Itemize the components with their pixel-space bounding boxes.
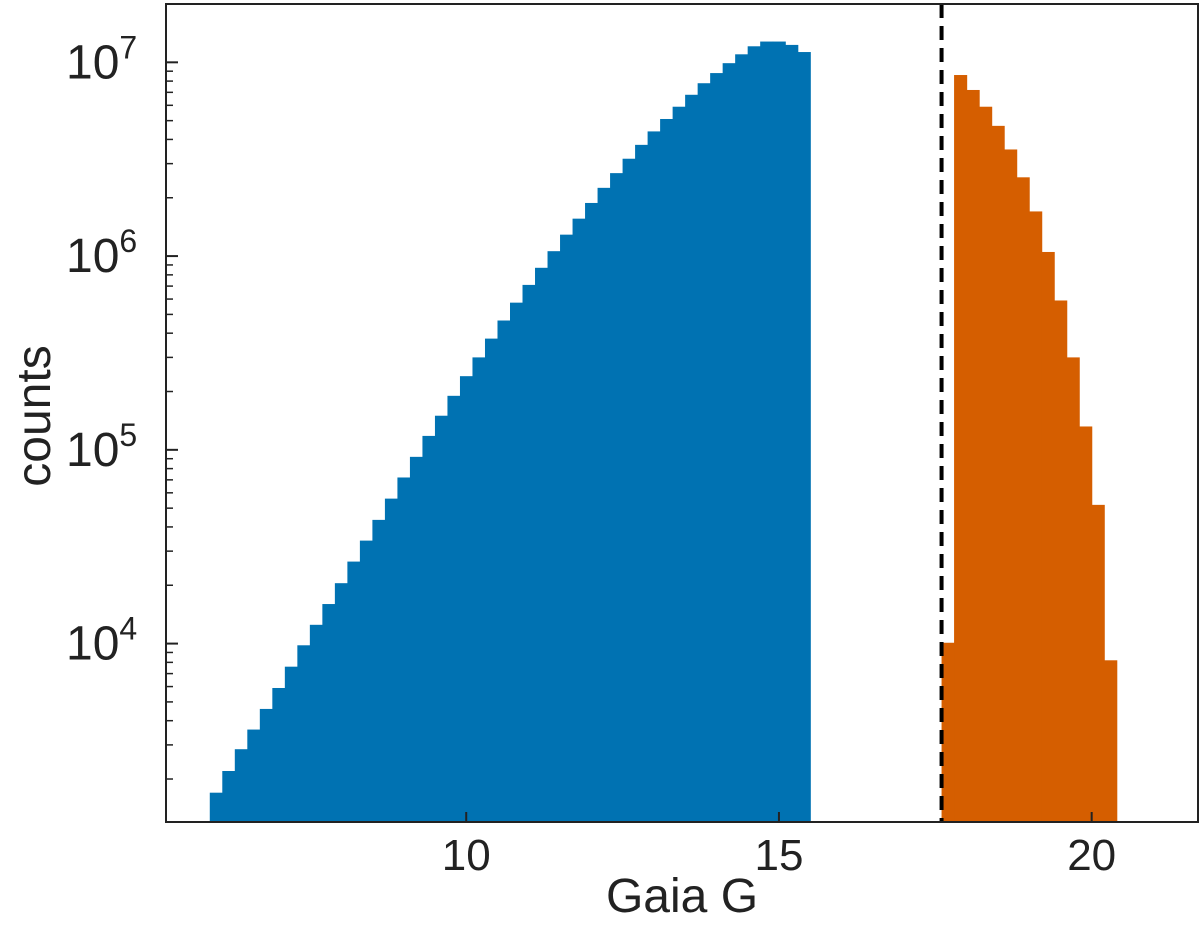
histogram-bar xyxy=(359,540,373,822)
histogram-bar xyxy=(597,187,611,823)
histogram-bar xyxy=(497,320,511,822)
y-axis-label: counts xyxy=(8,345,61,486)
histogram-bar xyxy=(334,583,348,822)
y-tick-label: 107 xyxy=(66,29,137,89)
histogram-bar xyxy=(209,792,223,822)
plot-frame xyxy=(165,3,1199,823)
histogram-bar xyxy=(322,604,336,822)
histogram-bar xyxy=(1079,426,1093,822)
histogram-bars xyxy=(209,41,1118,823)
x-tick-label: 20 xyxy=(1067,831,1116,880)
histogram-bar xyxy=(991,125,1005,823)
histogram-bar xyxy=(1004,149,1018,823)
histogram-bar xyxy=(610,173,624,822)
histogram-bar xyxy=(697,83,711,823)
histogram-bar xyxy=(484,338,499,822)
histogram-bar xyxy=(797,52,811,823)
histogram-bar xyxy=(547,251,561,822)
histogram-bar xyxy=(1091,504,1105,822)
histogram-bar xyxy=(785,44,799,823)
histogram-bar xyxy=(1066,357,1080,822)
histogram-bar xyxy=(447,395,461,822)
x-tick-label: 15 xyxy=(754,831,803,880)
histogram-bar xyxy=(222,771,236,822)
histogram-bar xyxy=(622,158,636,823)
histogram-bar xyxy=(560,234,574,822)
histogram-bar xyxy=(247,729,261,822)
histogram-bar xyxy=(309,624,323,822)
histogram-bar xyxy=(372,519,386,822)
histogram-bar xyxy=(284,666,298,822)
histogram-bar xyxy=(747,46,761,823)
histogram-bar xyxy=(422,435,436,822)
histogram-bar xyxy=(347,561,361,822)
histogram-bar xyxy=(941,642,955,822)
histogram-bar xyxy=(572,218,586,822)
histogram-bar xyxy=(1016,177,1030,822)
x-axis-label: Gaia G xyxy=(606,870,758,923)
histogram-bar xyxy=(660,118,674,823)
histogram-bar xyxy=(647,131,661,822)
histogram-bar xyxy=(1029,211,1043,822)
y-tick-label: 104 xyxy=(66,611,137,671)
y-tick-label: 105 xyxy=(66,417,137,477)
histogram-bar xyxy=(510,302,524,822)
histogram-bar xyxy=(735,54,749,823)
histogram-bar xyxy=(259,708,273,822)
histogram-bar xyxy=(434,415,449,822)
histogram-bar xyxy=(954,75,968,822)
histogram-bar xyxy=(397,477,411,822)
histogram-bar xyxy=(459,376,474,822)
histogram-bar xyxy=(409,456,424,822)
histogram-bar xyxy=(672,106,686,823)
histogram-bar xyxy=(966,89,980,823)
histogram-bar xyxy=(685,94,699,822)
histogram-bar xyxy=(1054,300,1068,823)
histogram-bar xyxy=(272,687,286,822)
histogram-bar xyxy=(297,645,311,822)
histogram-bar xyxy=(472,357,486,822)
histogram-bar xyxy=(722,63,736,823)
y-tick-label: 106 xyxy=(66,223,137,283)
histogram-bar xyxy=(760,41,774,823)
histogram-bar xyxy=(635,144,649,823)
histogram-bar xyxy=(710,73,724,822)
x-tick-label: 10 xyxy=(442,831,491,880)
histogram-bar xyxy=(1104,660,1118,822)
histogram-bar xyxy=(234,749,248,822)
histogram-bar xyxy=(1041,251,1055,823)
histogram-bar xyxy=(522,284,536,822)
histogram-bar xyxy=(585,202,599,822)
histogram-bar xyxy=(772,41,786,823)
histogram-bar xyxy=(384,498,399,822)
axis-ticks: 10 15 20 104 105 106 107 xyxy=(66,3,1116,880)
histogram-bar xyxy=(535,267,549,822)
histogram-bar xyxy=(979,106,993,823)
